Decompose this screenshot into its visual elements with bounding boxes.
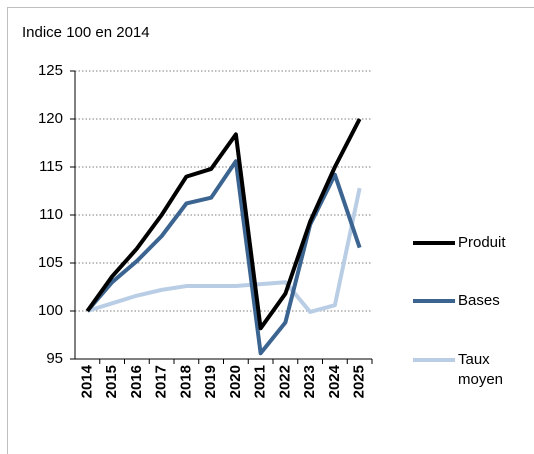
x-tick-label: 2020 [227, 365, 244, 398]
series-line [86, 187, 362, 314]
x-tick-label: 2019 [202, 365, 219, 398]
x-tick-label: 2016 [128, 365, 145, 398]
x-tick-label: 2023 [301, 365, 318, 398]
x-tick-label: 2018 [177, 365, 194, 398]
y-axis-label: Indice 100 en 2014 [22, 24, 150, 41]
x-tick-label: 2014 [78, 364, 95, 398]
x-tick-label: 2024 [326, 364, 343, 398]
x-tick-label: 2025 [351, 365, 368, 398]
y-tick-label: 120 [38, 110, 63, 127]
y-tick-label: 105 [38, 254, 63, 271]
y-tick-label: 110 [39, 206, 63, 223]
legend-label: Produit [458, 234, 506, 251]
x-tick-label: 2015 [103, 365, 120, 398]
frame [7, 7, 534, 454]
y-tick-label: 115 [39, 158, 63, 175]
x-tick-label: 2021 [252, 365, 269, 398]
series-line [85, 118, 362, 331]
legend-label: Taux moyen [458, 351, 504, 388]
legend-label: Bases [458, 292, 500, 309]
y-tick-label: 95 [46, 350, 63, 367]
x-tick-label: 2017 [153, 365, 170, 398]
y-tick-label: 100 [38, 302, 63, 319]
y-tick-label: 125 [38, 62, 63, 79]
x-tick-label: 2022 [276, 365, 293, 398]
